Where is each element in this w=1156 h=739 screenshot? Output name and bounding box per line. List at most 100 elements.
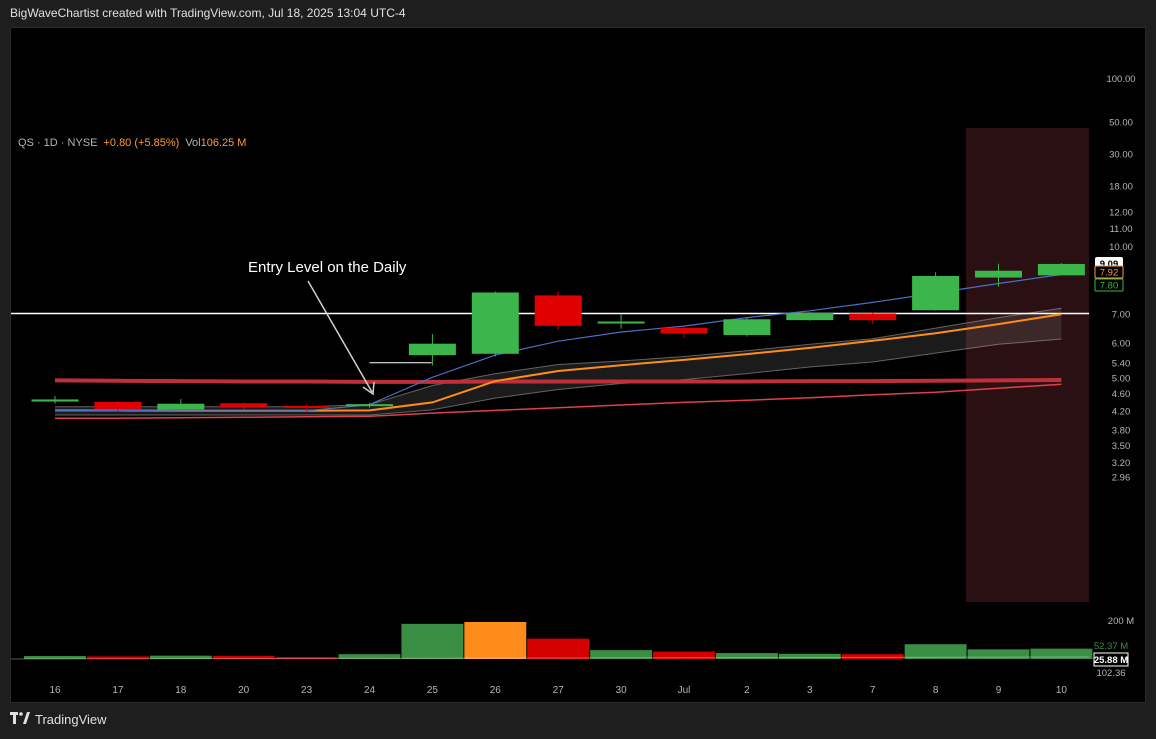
volume-bar bbox=[590, 650, 653, 659]
candle bbox=[786, 312, 834, 321]
candlestick-chart[interactable]: 100.00 50.00 30.00 18.00 12.00 11.00 10.00 7.00… bbox=[11, 28, 1145, 702]
time-axis-label: 18 bbox=[175, 685, 187, 696]
candle bbox=[94, 401, 142, 412]
band-lower-line bbox=[55, 338, 1062, 416]
chart-caption: BigWaveChartist created with TradingView… bbox=[10, 6, 406, 20]
candle-body bbox=[786, 312, 834, 321]
volume-tag-text: 25.88 M bbox=[1094, 655, 1128, 666]
candle bbox=[283, 404, 331, 413]
entry-level-annotation[interactable]: Entry Level on the Daily bbox=[248, 259, 407, 276]
time-axis-label: 9 bbox=[996, 685, 1002, 696]
price-tag-orange bbox=[1094, 265, 1124, 279]
annotation-arrow bbox=[307, 280, 373, 393]
price-axis-label: 6.00 bbox=[1112, 339, 1131, 350]
candle bbox=[660, 326, 708, 338]
volume-ma-line bbox=[11, 656, 1090, 660]
candle-body bbox=[912, 276, 960, 311]
volume-bar bbox=[401, 623, 464, 659]
price-axis-label: 12.00 bbox=[1109, 207, 1133, 218]
volume-bar bbox=[212, 656, 275, 659]
candle-body bbox=[157, 403, 205, 410]
time-axis-label: 3 bbox=[807, 685, 813, 696]
candle-body bbox=[471, 292, 519, 354]
candle-body bbox=[597, 321, 645, 324]
volume-bar bbox=[653, 651, 715, 659]
volume-bar bbox=[967, 649, 1030, 659]
volume-tag-text: 102.36 bbox=[1096, 668, 1125, 679]
candle bbox=[849, 312, 897, 324]
tradingview-logo-icon bbox=[10, 712, 30, 727]
price-axis-label: 3.80 bbox=[1112, 425, 1131, 436]
symbol-legend: QS · 1D · NYSE +0.80 (+5.85%) Vol106.25 M bbox=[18, 137, 246, 149]
time-axis-label: 16 bbox=[49, 685, 61, 696]
price-axis-label: 3.50 bbox=[1112, 441, 1131, 452]
volume-bar bbox=[1030, 648, 1093, 659]
candle-body bbox=[283, 405, 331, 408]
candle bbox=[975, 263, 1022, 287]
highlight-zone bbox=[966, 128, 1089, 602]
time-axis-label: 17 bbox=[112, 685, 124, 696]
symbol-info[interactable]: QS · 1D · NYSE bbox=[18, 137, 98, 149]
candle-body bbox=[31, 399, 79, 402]
time-axis-label: Jul bbox=[678, 685, 691, 696]
footer-brand-text: TradingView bbox=[35, 712, 107, 727]
candle-body bbox=[723, 319, 771, 335]
ema-blue-line bbox=[55, 273, 1062, 412]
price-axis-label: 18.00 bbox=[1109, 182, 1133, 193]
time-axis-label: 7 bbox=[870, 685, 876, 696]
volume-bar bbox=[149, 655, 212, 659]
price-axis-label: 100.00 bbox=[1106, 74, 1135, 85]
candle-body bbox=[220, 403, 268, 408]
price-axis-label: 5.40 bbox=[1112, 359, 1131, 370]
time-axis-label: 8 bbox=[933, 685, 939, 696]
volume-bar bbox=[464, 622, 527, 659]
price-tag-green-text: 7.80 bbox=[1100, 281, 1119, 292]
price-axis-label: 4.20 bbox=[1112, 406, 1131, 417]
price-axis-label: 3.20 bbox=[1112, 458, 1131, 469]
volume-bar bbox=[86, 656, 149, 659]
candle bbox=[912, 272, 960, 311]
price-axis-label: 5.00 bbox=[1112, 373, 1131, 384]
candle bbox=[471, 291, 519, 357]
price-axis-label: 4.60 bbox=[1112, 389, 1131, 400]
volume-label: Vol bbox=[185, 137, 201, 149]
volume-bar bbox=[841, 654, 904, 659]
candle bbox=[723, 317, 771, 337]
price-axis-label: 30.00 bbox=[1109, 150, 1133, 161]
candle-body bbox=[94, 401, 142, 410]
volume-value: 106.25 M bbox=[200, 137, 247, 149]
candle-body bbox=[660, 327, 708, 334]
volume-tag-box bbox=[1093, 652, 1129, 667]
price-axis-label: 50.00 bbox=[1109, 117, 1133, 128]
candle bbox=[1037, 263, 1085, 276]
volume-bar bbox=[527, 638, 590, 659]
candle bbox=[534, 291, 582, 330]
candle-body bbox=[534, 295, 582, 326]
candle bbox=[597, 314, 645, 329]
ma-red-thick-line bbox=[54, 378, 1062, 384]
price-change: +0.80 (+5.85%) bbox=[103, 137, 180, 149]
volume-bar bbox=[338, 654, 401, 659]
price-axis-label: 2.96 bbox=[1112, 473, 1131, 484]
price-axis-label: 7.00 bbox=[1112, 310, 1131, 321]
price-tag-green bbox=[1094, 278, 1124, 292]
time-axis-label: 20 bbox=[238, 685, 250, 696]
time-axis-label: 26 bbox=[490, 685, 502, 696]
volume-bar bbox=[778, 653, 841, 659]
price-tag-current-text: 9.09 bbox=[1100, 259, 1119, 270]
candle bbox=[220, 402, 268, 410]
time-axis-label: 2 bbox=[744, 685, 750, 696]
time-axis-label: 23 bbox=[301, 685, 313, 696]
volume-tag-text: 52.37 M bbox=[1094, 641, 1128, 652]
ema-band-fill bbox=[55, 308, 1062, 415]
time-axis-label: 27 bbox=[553, 685, 565, 696]
volume-bar bbox=[904, 644, 967, 659]
arrow-head-icon bbox=[362, 381, 375, 396]
candle bbox=[31, 396, 79, 404]
time-axis-label: 30 bbox=[616, 685, 628, 696]
candle-body bbox=[346, 404, 393, 407]
time-axis-label: 25 bbox=[427, 685, 439, 696]
footer-branding: TradingView bbox=[10, 712, 107, 727]
price-axis-label: 10.00 bbox=[1109, 242, 1133, 253]
volume-bar bbox=[24, 656, 86, 659]
